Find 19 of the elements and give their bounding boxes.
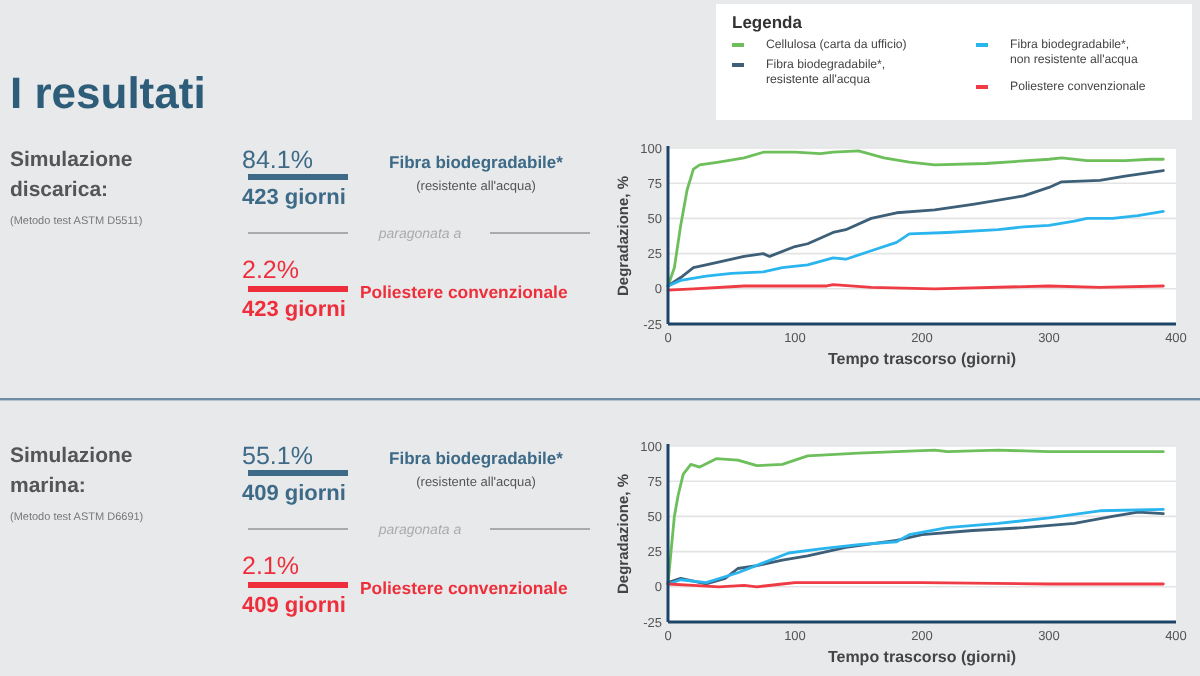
text: Fibra biodegradabile* <box>389 152 565 172</box>
text: Simulazione marina: <box>10 444 133 498</box>
text: 423 giorni <box>242 298 346 322</box>
text: I resultati <box>10 68 206 118</box>
legend-title: Legenda <box>732 12 803 32</box>
text: Fibra biodegradabile* <box>389 448 565 468</box>
x-axis-title: Tempo trascorso (giorni) <box>827 350 1017 368</box>
text: 2.2% <box>242 256 299 284</box>
x-axis-title: Tempo trascorso (giorni) <box>827 648 1017 666</box>
text: Poliestere convenzionale <box>360 578 568 598</box>
text: 2.1% <box>242 552 299 580</box>
text: 84.1% <box>242 146 313 174</box>
text: 409 giorni <box>242 482 346 506</box>
text: 55.1% <box>242 442 313 470</box>
text: Simulazione discarica: <box>10 148 133 202</box>
line-series <box>666 209 1165 288</box>
text: Poliestere convenzionale <box>360 282 568 302</box>
text: 409 giorni <box>242 594 346 618</box>
text: 423 giorni <box>242 186 346 210</box>
